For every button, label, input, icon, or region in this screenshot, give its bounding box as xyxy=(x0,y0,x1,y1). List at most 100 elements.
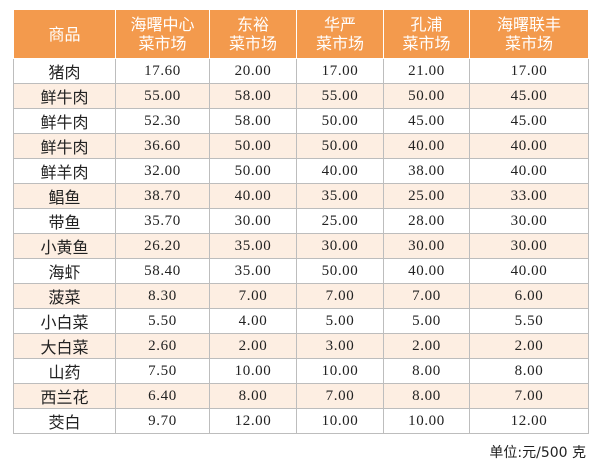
price-cell: 7.00 xyxy=(209,283,297,309)
price-cell: 6.40 xyxy=(115,383,210,409)
price-cell: 45.00 xyxy=(469,83,589,109)
price-cell: 8.30 xyxy=(115,283,210,309)
price-cell: 17.60 xyxy=(115,58,210,84)
price-cell: 35.00 xyxy=(296,183,384,209)
price-cell: 50.00 xyxy=(296,133,384,159)
price-cell: 40.00 xyxy=(296,158,384,184)
price-cell: 52.30 xyxy=(115,108,210,134)
table-row: 带鱼 35.70 30.00 25.00 28.00 30.00 xyxy=(13,208,589,234)
price-cell: 8.00 xyxy=(469,358,589,384)
price-cell: 40.00 xyxy=(383,258,470,284)
price-cell: 7.00 xyxy=(469,383,589,409)
price-cell: 3.00 xyxy=(296,333,384,359)
price-cell: 40.00 xyxy=(469,133,589,159)
price-cell: 33.00 xyxy=(469,183,589,209)
product-name-cell: 菠菜 xyxy=(13,283,116,309)
price-cell: 7.00 xyxy=(383,283,470,309)
table-row: 菠菜 8.30 7.00 7.00 7.00 6.00 xyxy=(13,283,589,309)
column-header-market: 东裕 菜市场 xyxy=(209,9,297,59)
price-cell: 50.00 xyxy=(209,133,297,159)
column-header-market: 孔浦 菜市场 xyxy=(383,9,470,59)
header-line: 海曙联丰 xyxy=(496,15,561,34)
product-name-cell: 鲜牛肉 xyxy=(13,108,116,134)
price-cell: 5.50 xyxy=(469,308,589,334)
table-row: 鲜羊肉 32.00 50.00 40.00 38.00 40.00 xyxy=(13,158,589,184)
product-name-cell: 鲳鱼 xyxy=(13,183,116,209)
price-cell: 50.00 xyxy=(209,158,297,184)
price-cell: 2.00 xyxy=(383,333,470,359)
price-cell: 10.00 xyxy=(383,408,470,434)
price-cell: 6.00 xyxy=(469,283,589,309)
price-cell: 9.70 xyxy=(115,408,210,434)
price-cell: 2.00 xyxy=(469,333,589,359)
table-body: 猪肉 17.60 20.00 17.00 21.00 17.00 鲜牛肉 55.00 58.00… xyxy=(13,58,589,434)
price-cell: 58.40 xyxy=(115,258,210,284)
table-row: 小白菜 5.50 4.00 5.00 5.00 5.50 xyxy=(13,308,589,334)
price-cell: 55.00 xyxy=(115,83,210,109)
column-header-market: 华严 菜市场 xyxy=(296,9,384,59)
price-cell: 30.00 xyxy=(209,208,297,234)
price-cell: 36.60 xyxy=(115,133,210,159)
table-row: 茭白 9.70 12.00 10.00 10.00 12.00 xyxy=(13,408,589,434)
price-cell: 5.00 xyxy=(383,308,470,334)
price-cell: 5.00 xyxy=(296,308,384,334)
price-cell: 35.00 xyxy=(209,233,297,259)
price-cell: 5.50 xyxy=(115,308,210,334)
price-cell: 45.00 xyxy=(383,108,470,134)
price-cell: 58.00 xyxy=(209,108,297,134)
price-cell: 40.00 xyxy=(209,183,297,209)
price-cell: 38.70 xyxy=(115,183,210,209)
product-name-cell: 鲜牛肉 xyxy=(13,83,116,109)
header-line: 菜市场 xyxy=(138,34,187,53)
price-cell: 30.00 xyxy=(469,208,589,234)
header-line: 东裕 xyxy=(236,15,269,34)
price-cell: 20.00 xyxy=(209,58,297,84)
header-line: 孔浦 xyxy=(410,15,443,34)
price-cell: 4.00 xyxy=(209,308,297,334)
price-cell: 50.00 xyxy=(383,83,470,109)
header-line: 菜市场 xyxy=(504,34,553,53)
table-row: 猪肉 17.60 20.00 17.00 21.00 17.00 xyxy=(13,58,589,84)
price-cell: 28.00 xyxy=(383,208,470,234)
product-name-cell: 小白菜 xyxy=(13,308,116,334)
product-name-cell: 鲜羊肉 xyxy=(13,158,116,184)
price-cell: 12.00 xyxy=(469,408,589,434)
price-cell: 25.00 xyxy=(383,183,470,209)
product-name-cell: 山药 xyxy=(13,358,116,384)
price-cell: 30.00 xyxy=(469,233,589,259)
product-name-cell: 大白菜 xyxy=(13,333,116,359)
price-cell: 2.00 xyxy=(209,333,297,359)
column-header-market: 海曙中心 菜市场 xyxy=(115,9,210,59)
price-cell: 17.00 xyxy=(296,58,384,84)
price-cell: 50.00 xyxy=(296,108,384,134)
header-row: 商品 海曙中心 菜市场 东裕 菜市场 华严 菜市场 孔浦 菜市场 海曙联丰 菜市场 xyxy=(13,9,589,59)
price-cell: 7.00 xyxy=(296,283,384,309)
table-row: 大白菜 2.60 2.00 3.00 2.00 2.00 xyxy=(13,333,589,359)
product-name-cell: 茭白 xyxy=(13,408,116,434)
product-name-cell: 海虾 xyxy=(13,258,116,284)
price-cell: 10.00 xyxy=(209,358,297,384)
table-row: 鲜牛肉 55.00 58.00 55.00 50.00 45.00 xyxy=(13,83,589,109)
table-row: 山药 7.50 10.00 10.00 8.00 8.00 xyxy=(13,358,589,384)
header-line: 菜市场 xyxy=(228,34,277,53)
product-name-cell: 西兰花 xyxy=(13,383,116,409)
price-cell: 55.00 xyxy=(296,83,384,109)
price-cell: 40.00 xyxy=(469,158,589,184)
price-table: 商品 海曙中心 菜市场 东裕 菜市场 华严 菜市场 孔浦 菜市场 海曙联丰 菜市场 猪肉 17.60 2… xyxy=(13,9,589,434)
product-name-cell: 猪肉 xyxy=(13,58,116,84)
price-cell: 8.00 xyxy=(383,383,470,409)
header-line: 华严 xyxy=(323,15,356,34)
unit-note: 单位:元/500 克 xyxy=(489,445,586,461)
price-cell: 58.00 xyxy=(209,83,297,109)
price-cell: 7.50 xyxy=(115,358,210,384)
price-cell: 21.00 xyxy=(383,58,470,84)
price-cell: 7.00 xyxy=(296,383,384,409)
header-line: 海曙中心 xyxy=(130,15,195,34)
price-cell: 12.00 xyxy=(209,408,297,434)
price-cell: 8.00 xyxy=(383,358,470,384)
price-cell: 10.00 xyxy=(296,358,384,384)
column-header-market: 海曙联丰 菜市场 xyxy=(469,9,589,59)
price-cell: 26.20 xyxy=(115,233,210,259)
price-cell: 40.00 xyxy=(383,133,470,159)
price-cell: 17.00 xyxy=(469,58,589,84)
